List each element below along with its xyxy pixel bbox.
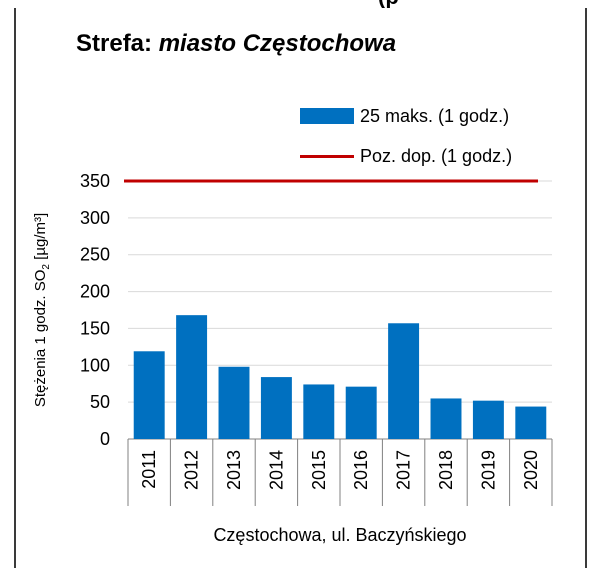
- bar-2016: [345, 386, 377, 439]
- bar-2011: [133, 351, 165, 439]
- x-tick-label: 2017: [394, 450, 414, 490]
- chart-title-prefix: Strefa:: [76, 30, 159, 57]
- chart-frame: [14, 8, 587, 568]
- y-tick-label: 350: [80, 171, 110, 191]
- chart-title-city: miasto Częstochowa: [158, 30, 397, 57]
- x-tick-label: 2014: [266, 450, 286, 490]
- chart-title: Strefa: miasto Częstochowa: [76, 30, 396, 58]
- y-tick-label: 250: [80, 245, 110, 265]
- bar-2020: [515, 406, 547, 439]
- x-tick-label: 2012: [182, 450, 202, 490]
- bar-2013: [218, 366, 250, 439]
- bar-2014: [260, 377, 292, 439]
- y-tick-label: 50: [90, 392, 110, 412]
- bar-2017: [388, 323, 420, 439]
- legend-label-series: 25 maks. (1 godz.): [360, 105, 510, 126]
- y-tick-label: 200: [80, 282, 110, 302]
- bar-2012: [176, 315, 208, 439]
- x-tick-label: 2011: [139, 450, 159, 489]
- bar-2018: [430, 398, 462, 439]
- x-tick-label: 2016: [351, 450, 371, 490]
- legend-item-limit: Poz. dop. (1 godz.): [300, 146, 512, 166]
- y-tick-label: 150: [80, 318, 110, 338]
- x-tick-label: 2015: [309, 450, 329, 490]
- legend-label-limit: Poz. dop. (1 godz.): [360, 145, 513, 166]
- legend-swatch-line: [300, 154, 354, 158]
- cropped-header-text: (p: [378, 0, 399, 8]
- cropped-header: (p: [0, 0, 589, 8]
- x-tick-label: 2019: [478, 450, 498, 490]
- bar-2015: [303, 384, 335, 439]
- y-tick-label: 100: [80, 355, 110, 375]
- bar-2019: [472, 400, 504, 439]
- bar-chart: 0 50 100 150 200 250 300 350 2011 2012 2013 2014 201…: [80, 171, 553, 506]
- x-axis-label: Częstochowa, ul. Baczyńskiego: [213, 525, 467, 545]
- x-tick-label: 2020: [521, 450, 541, 490]
- x-tick-label: 2018: [436, 450, 456, 490]
- y-tick-label: 300: [80, 208, 110, 228]
- y-tick-label: 0: [100, 429, 110, 449]
- legend-item-series: 25 maks. (1 godz.): [300, 106, 509, 126]
- legend-swatch-bar: [300, 108, 354, 124]
- x-tick-label: 2013: [224, 450, 244, 490]
